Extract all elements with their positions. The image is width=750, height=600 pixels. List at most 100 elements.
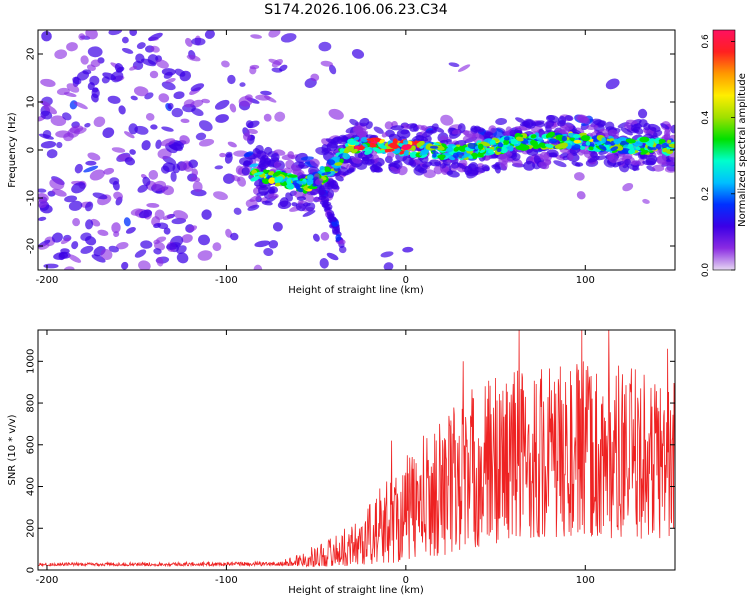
heatmap-cell	[374, 137, 381, 143]
heatmap-cell	[332, 156, 341, 160]
y-tick-label: 400	[26, 477, 37, 496]
heatmap-cell	[179, 135, 190, 145]
colorbar-tick-label: 0.2	[701, 187, 711, 201]
heatmap-cell	[148, 170, 159, 180]
snr-x-ticks: -200 -100 0 100	[36, 330, 595, 586]
heatmap-cell	[302, 210, 316, 217]
heatmap-cell	[110, 71, 124, 83]
heatmap-cell	[201, 98, 211, 104]
heatmap-cell	[261, 200, 273, 206]
heatmap-cell	[122, 36, 129, 44]
heatmap-cell	[133, 86, 149, 97]
heatmap-cell	[364, 149, 373, 155]
heatmap-cell	[318, 185, 325, 194]
heatmap-cell	[138, 260, 151, 270]
heatmap-cell	[71, 241, 79, 250]
heatmap-cell	[312, 233, 320, 242]
heatmap-cell	[474, 166, 486, 173]
heatmap-cell	[670, 124, 675, 134]
y-tick-label: 0	[26, 567, 37, 573]
heatmap-cell	[80, 55, 89, 65]
heatmap-cell	[334, 162, 343, 166]
heatmap-cell	[256, 150, 267, 160]
heatmap-cell	[569, 137, 577, 142]
heatmap-cell	[161, 185, 174, 196]
heatmap-cell	[451, 129, 461, 135]
heatmap-cell	[666, 139, 672, 144]
heatmap-cell	[450, 161, 460, 169]
heatmap-cell	[60, 237, 71, 245]
heatmap-cell	[166, 242, 181, 250]
heatmap-cell	[548, 138, 558, 144]
heatmap-cell	[41, 30, 52, 42]
heatmap-cell	[429, 145, 439, 149]
heatmap-cell	[330, 137, 341, 144]
heatmap-cell	[156, 236, 167, 243]
heatmap-cell	[250, 176, 260, 182]
heatmap-cell	[145, 113, 155, 121]
heatmap-cell	[445, 146, 454, 153]
heatmap-cell	[452, 152, 459, 159]
heatmap-cell	[221, 60, 230, 68]
heatmap-cell	[49, 178, 65, 190]
heatmap-cell	[652, 164, 665, 172]
heatmap-cell	[503, 136, 510, 141]
heatmap-cell	[227, 74, 236, 85]
heatmap-cell	[664, 166, 675, 173]
heatmap-cell	[198, 120, 213, 132]
heatmap-cell	[341, 136, 348, 142]
heatmap-cell	[80, 245, 94, 254]
heatmap-cell	[335, 175, 344, 182]
heatmap-cell	[422, 161, 433, 168]
heatmap-cell	[273, 161, 281, 169]
x-tick-label: -200	[36, 575, 59, 586]
heatmap-cell	[165, 78, 176, 84]
heatmap-cell	[592, 118, 606, 127]
heatmap-blobs	[38, 30, 675, 270]
y-tick-label: 1000	[26, 349, 37, 374]
heatmap-cell	[416, 124, 427, 131]
colorbar-tick-label: 0.6	[701, 34, 711, 49]
heatmap-cell	[71, 182, 86, 194]
heatmap-cell	[617, 160, 625, 166]
y-tick-label: -20	[26, 238, 37, 254]
heatmap-cell	[76, 71, 90, 81]
heatmap-cell	[84, 122, 91, 128]
heatmap-cell	[585, 141, 591, 146]
heatmap-cell	[245, 120, 254, 129]
heatmap-cell	[68, 200, 83, 211]
heatmap-cell	[628, 149, 636, 155]
heatmap-cell	[267, 193, 279, 199]
heatmap-cell	[321, 203, 330, 208]
heatmap-cell	[515, 117, 526, 124]
heatmap-cell	[626, 119, 638, 125]
heatmap-cell	[157, 222, 169, 230]
heatmap-cell	[401, 143, 412, 151]
heatmap-cell	[128, 123, 138, 135]
heatmap-cell	[531, 120, 545, 127]
heatmap-cell	[440, 114, 454, 126]
heatmap-cell	[433, 126, 445, 133]
heatmap-cell	[337, 240, 344, 245]
heatmap-cell	[385, 129, 395, 138]
heatmap-cell	[488, 125, 497, 134]
heatmap-cell	[190, 83, 205, 92]
heatmap-cell	[129, 65, 138, 71]
colorbar-ticks: 0.0 0.2 0.4 0.6	[701, 34, 735, 277]
heatmap-cell	[503, 139, 510, 145]
heatmap-cell	[188, 159, 198, 169]
heatmap-cell	[116, 242, 129, 250]
heatmap-cell	[268, 188, 275, 194]
heatmap-cell	[484, 131, 494, 136]
heatmap-cell	[179, 70, 192, 82]
heatmap-cell	[492, 163, 500, 168]
heatmap-cell	[624, 158, 631, 166]
heatmap-cell	[334, 226, 341, 233]
heatmap-cell	[623, 144, 629, 148]
heatmap-cell	[46, 149, 58, 159]
heatmap-cell	[100, 249, 113, 260]
heatmap-cell	[97, 229, 109, 236]
heatmap-cell	[386, 151, 395, 159]
heatmap-cell	[328, 64, 337, 75]
